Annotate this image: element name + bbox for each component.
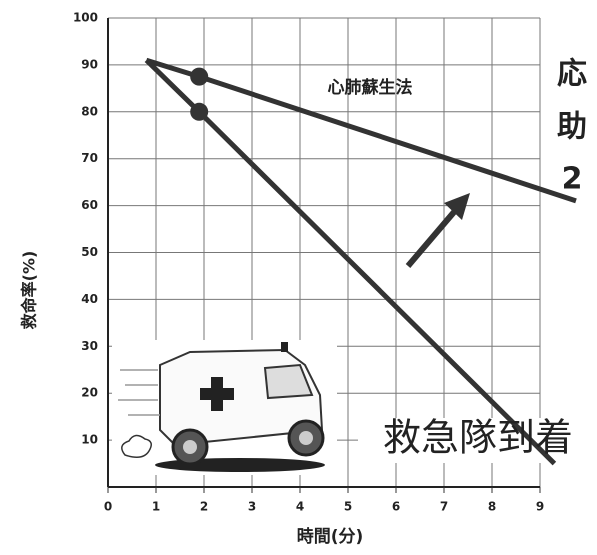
annotation: 応 [557, 57, 587, 92]
x-tick-label: 4 [296, 500, 304, 514]
y-tick-label: 100 [73, 11, 98, 25]
x-tick-label: 3 [248, 500, 256, 514]
data-point [190, 67, 209, 86]
x-axis-label: 時間(分) [297, 526, 364, 547]
x-tick-label: 2 [200, 500, 208, 514]
y-tick-label: 50 [81, 245, 98, 259]
annotation: 救急隊到着 [383, 416, 573, 460]
x-tick-label: 8 [488, 500, 496, 514]
y-tick-label: 40 [81, 292, 98, 306]
y-tick-label: 60 [81, 198, 98, 212]
x-tick-label: 6 [392, 500, 400, 514]
y-tick-label: 70 [81, 151, 98, 165]
ambulance-illustration [112, 340, 337, 475]
annotation: 2 [562, 162, 583, 197]
x-tick-label: 7 [440, 500, 448, 514]
label-background [358, 418, 597, 463]
annotation: 助 [557, 110, 587, 145]
arrow [405, 193, 470, 268]
annotation: 心肺蘇生法 [328, 77, 413, 98]
x-tick-label: 9 [536, 500, 544, 514]
y-tick-label: 30 [81, 339, 98, 353]
x-tick-label: 5 [344, 500, 352, 514]
y-tick-label: 90 [81, 57, 98, 71]
y-tick-label: 10 [81, 433, 98, 447]
x-tick-label: 0 [104, 500, 112, 514]
data-point [190, 102, 209, 121]
y-axis-label: 救命率(%) [20, 251, 39, 330]
y-tick-label: 20 [81, 386, 98, 400]
x-tick-label: 1 [152, 500, 160, 514]
y-tick-label: 80 [81, 104, 98, 118]
